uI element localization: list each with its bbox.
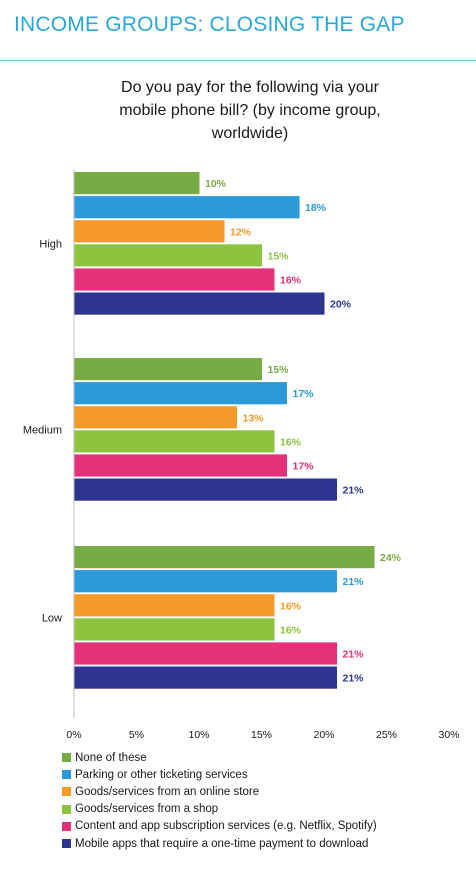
data-label: 10%: [205, 178, 227, 190]
header-divider: [0, 60, 476, 61]
chart-legend: None of these Parking or other ticketing …: [62, 749, 377, 852]
x-tick-label: 15%: [251, 729, 272, 740]
legend-label: Goods/services from an online store: [75, 785, 260, 798]
bar: [74, 666, 337, 689]
x-tick-label: 0%: [66, 729, 81, 740]
page-header-title: INCOME GROUPS: CLOSING THE GAP: [14, 13, 405, 36]
bar-chart: 0% 5% 10% 15% 20% 25% 30% High 10% 18% 12% 15% 16% 20…: [23, 170, 460, 740]
legend-item: Mobile apps that require a one-time paym…: [62, 835, 377, 852]
legend-swatch: [62, 821, 71, 831]
x-tick-label: 10%: [188, 729, 209, 740]
legend-label: Goods/services from a shop: [75, 803, 219, 816]
bar: [74, 220, 225, 243]
x-tick-label: 20%: [313, 729, 334, 740]
data-label: 21%: [343, 485, 365, 497]
data-label: 15%: [268, 250, 290, 262]
bar: [74, 406, 237, 429]
legend-item: None of these: [62, 749, 377, 766]
data-label: 12%: [230, 226, 252, 238]
bar: [74, 268, 275, 291]
legend-swatch: [62, 753, 71, 763]
x-tick-label: 25%: [376, 729, 397, 740]
legend-swatch: [62, 804, 71, 814]
x-tick-label: 5%: [129, 729, 144, 740]
legend-item: Goods/services from a shop: [62, 801, 377, 818]
bar: [74, 642, 337, 665]
legend-item: Parking or other ticketing services: [62, 766, 377, 783]
data-label: 24%: [380, 552, 402, 564]
x-tick-label: 30%: [438, 729, 459, 740]
data-label: 16%: [280, 624, 302, 636]
data-label: 21%: [343, 576, 365, 588]
bar: [74, 478, 337, 501]
legend-label: None of these: [75, 751, 147, 764]
data-label: 17%: [293, 461, 315, 473]
legend-label: Content and app subscription services (e…: [75, 820, 377, 833]
category-label: High: [39, 238, 62, 250]
bar: [74, 292, 325, 315]
data-label: 21%: [343, 649, 365, 661]
data-label: 13%: [243, 412, 265, 424]
legend-swatch: [62, 839, 71, 849]
bar: [74, 618, 275, 641]
bar: [74, 430, 275, 453]
legend-swatch: [62, 787, 71, 797]
data-label: 18%: [305, 202, 327, 214]
bar: [74, 244, 262, 267]
bar: [74, 358, 262, 381]
category-label: Medium: [23, 424, 62, 436]
data-label: 17%: [293, 388, 315, 400]
data-label: 16%: [280, 275, 302, 287]
category-label: Low: [42, 612, 62, 624]
bar: [74, 196, 300, 219]
legend-label: Parking or other ticketing services: [75, 768, 248, 781]
data-label: 20%: [330, 299, 352, 311]
legend-item: Goods/services from an online store: [62, 783, 377, 800]
bar: [74, 546, 375, 569]
bar: [74, 454, 287, 477]
bar: [74, 594, 275, 617]
data-label: 21%: [343, 673, 365, 685]
data-label: 16%: [280, 600, 302, 612]
data-label: 15%: [268, 364, 290, 376]
legend-item: Content and app subscription services (e…: [62, 818, 377, 835]
legend-label: Mobile apps that require a one-time paym…: [75, 837, 369, 850]
bar: [74, 570, 337, 593]
chart-title: Do you pay for the following via your mo…: [119, 79, 381, 142]
legend-swatch: [62, 770, 71, 780]
bar: [74, 172, 200, 195]
data-label: 16%: [280, 436, 302, 448]
bar: [74, 382, 287, 405]
